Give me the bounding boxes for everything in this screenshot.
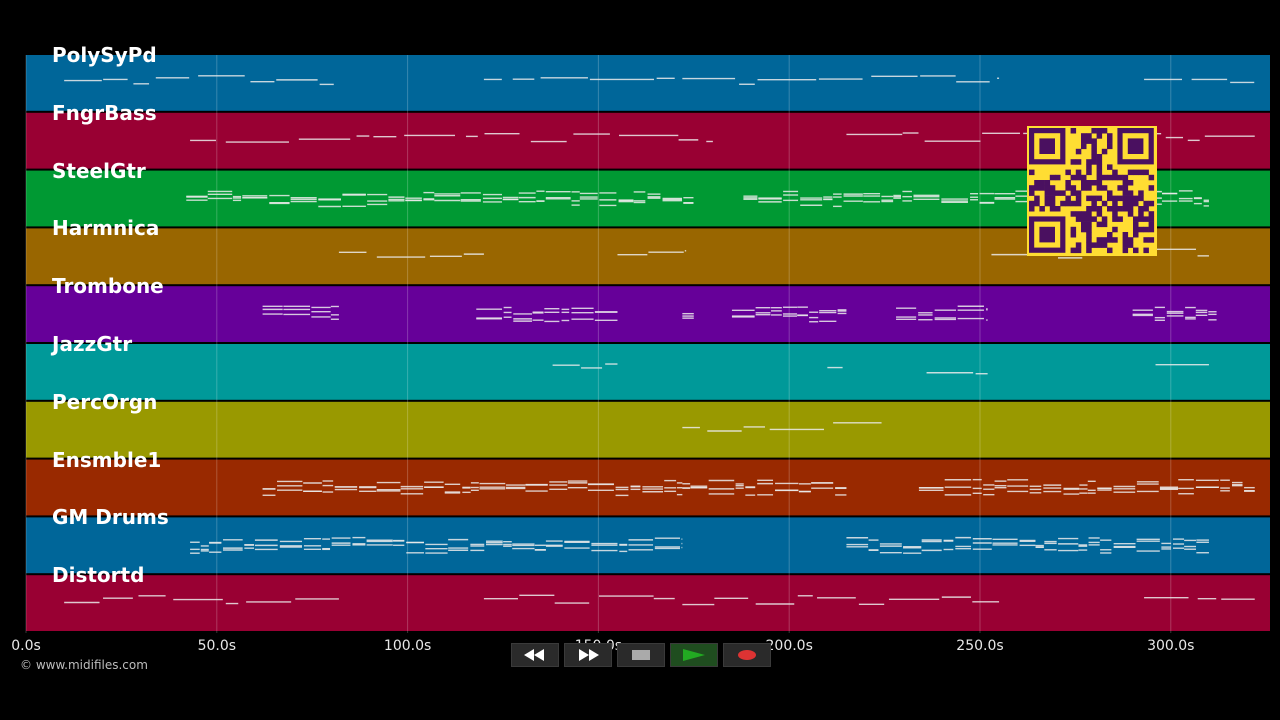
record-icon (738, 650, 756, 660)
track-label: Distortd (52, 563, 145, 588)
qr-code-icon (1027, 126, 1157, 256)
tick-label: 200.0s (765, 638, 813, 654)
track-label: Ensmble1 (52, 447, 162, 472)
rewind-icon (524, 649, 544, 661)
track-lane (26, 344, 1270, 400)
piano-roll (25, 55, 1270, 633)
track-lane (26, 55, 1270, 111)
track-lane (26, 575, 1270, 631)
track-label: Harmnica (52, 216, 160, 241)
track-lane (26, 401, 1270, 458)
record-button[interactable] (723, 643, 771, 667)
track-label: SteelGtr (52, 158, 146, 183)
track-label: PercOrgn (52, 389, 158, 414)
rewind-button[interactable] (511, 643, 559, 667)
tick-label: 250.0s (956, 638, 1004, 654)
tick-label: 0.0s (11, 638, 41, 654)
stop-button[interactable] (617, 643, 665, 667)
tick-label: 100.0s (383, 638, 432, 654)
track-label: JazzGtr (52, 332, 133, 356)
track-label: GM Drums (52, 505, 169, 530)
fast-forward-icon (579, 649, 599, 661)
track-lane (26, 286, 1270, 342)
stop-icon (632, 650, 650, 660)
play-button[interactable] (670, 643, 718, 667)
track-label: PolySyPd (52, 43, 157, 67)
tick-label: 300.0s (1147, 638, 1195, 654)
track-label: FngrBass (52, 100, 157, 125)
copyright-text: © www.midifiles.com (20, 658, 148, 672)
transport-controls (511, 643, 771, 667)
tick-label: 50.0s (197, 638, 237, 654)
track-label: Trombone (52, 274, 164, 299)
fast-forward-button[interactable] (564, 643, 612, 667)
play-icon (683, 649, 705, 661)
